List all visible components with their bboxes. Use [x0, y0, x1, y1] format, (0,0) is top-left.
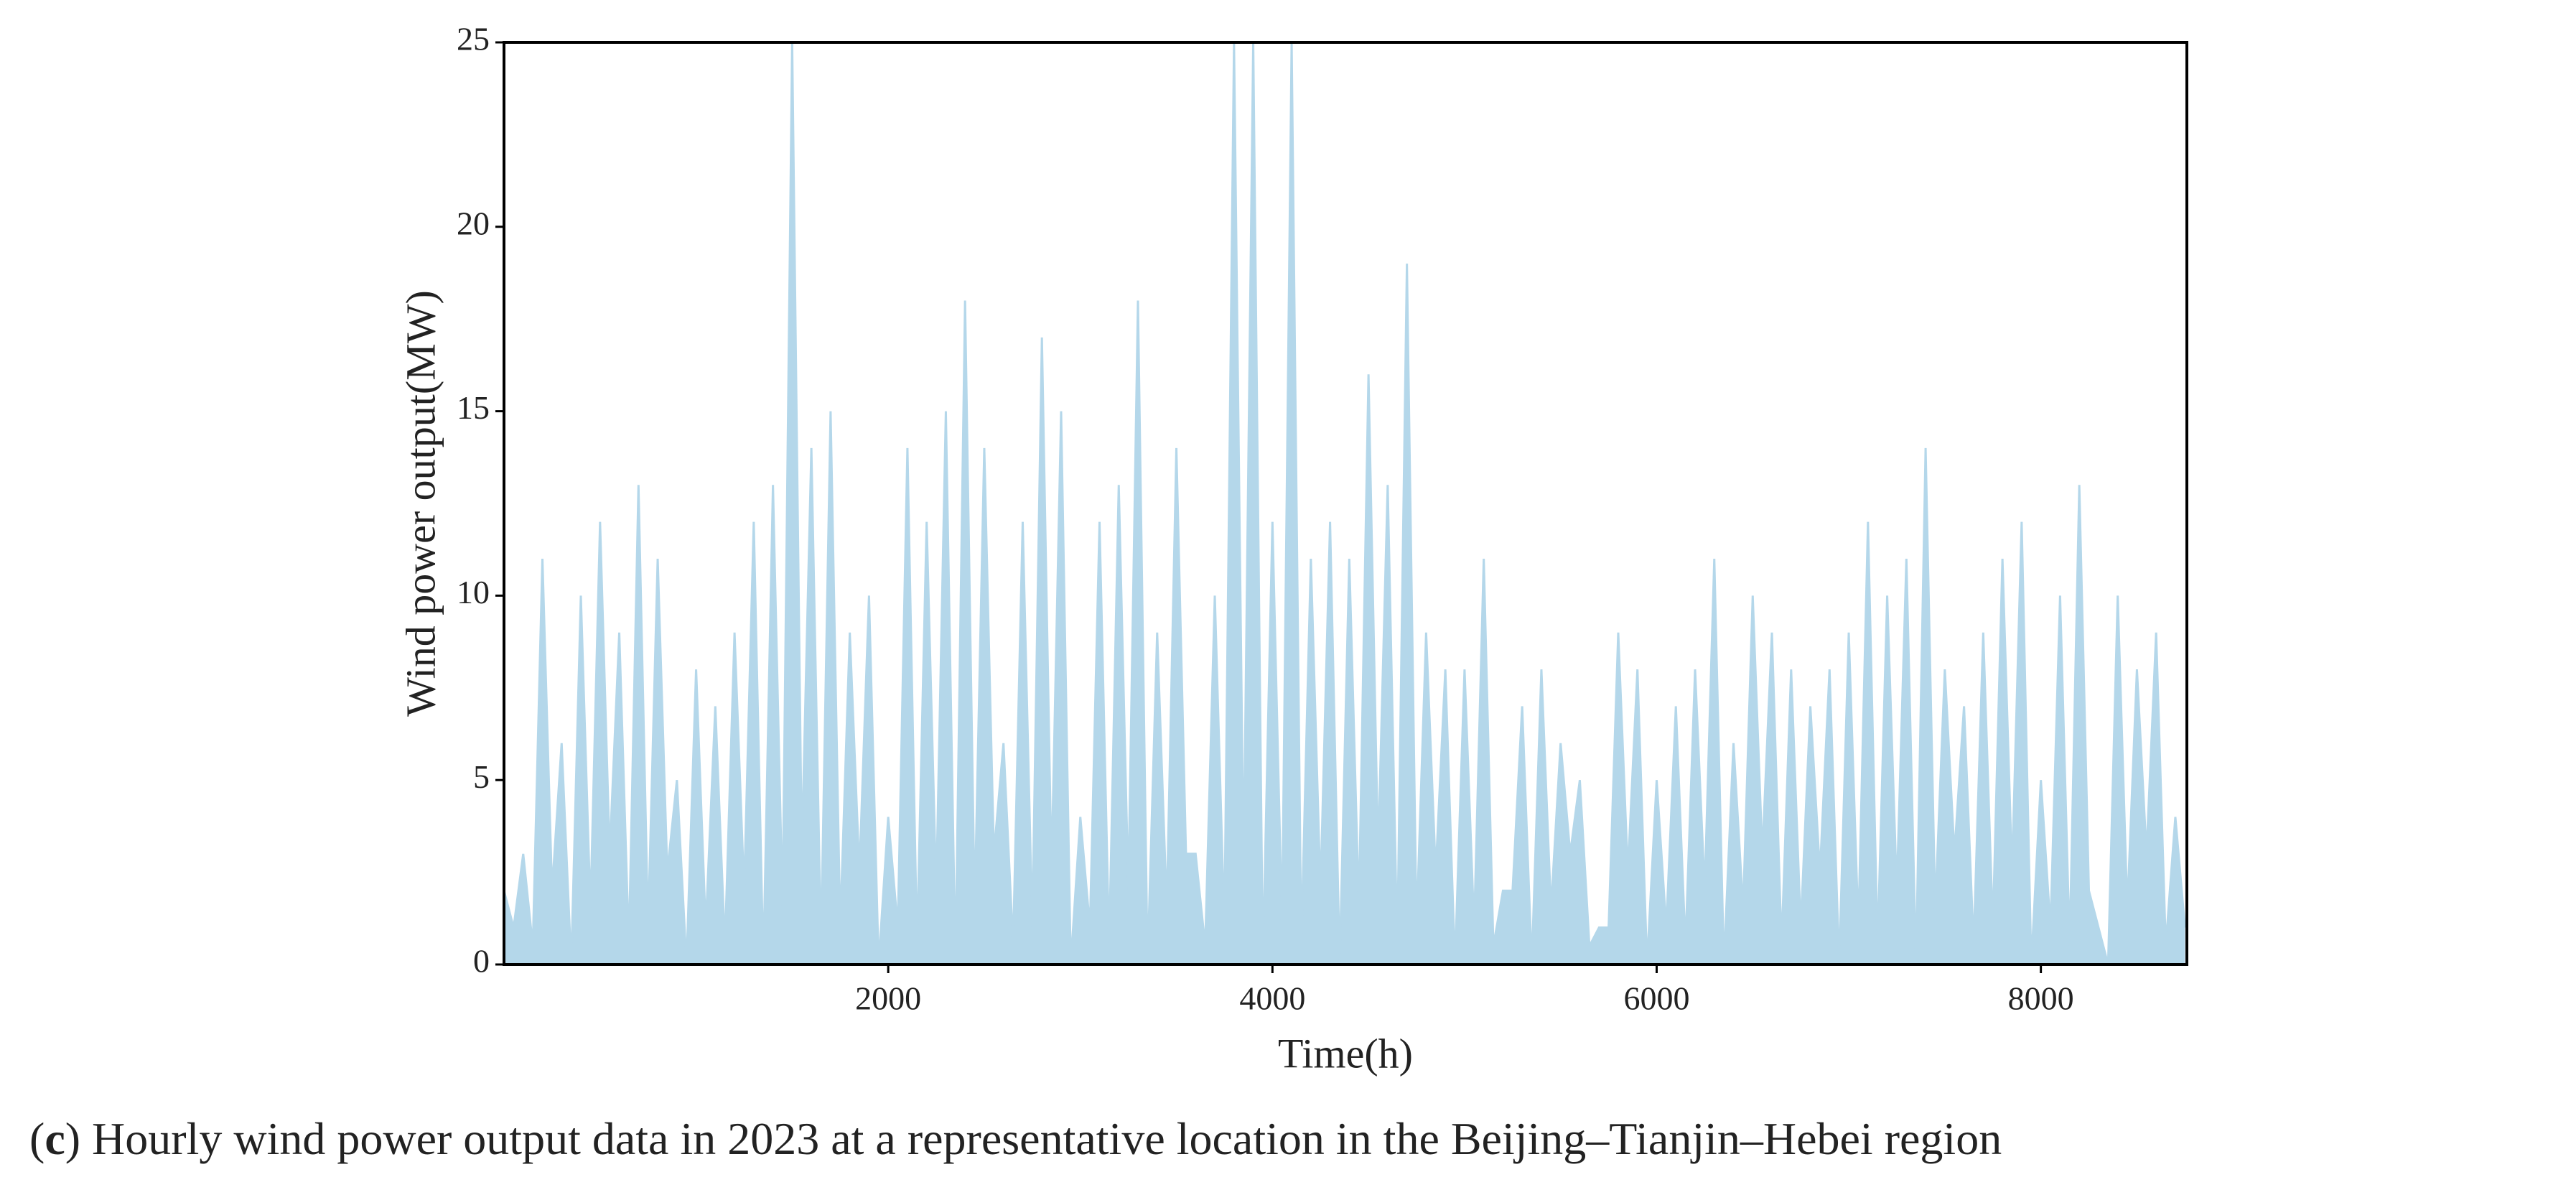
x-tick-label: 4000: [1239, 980, 1305, 1017]
x-tick-label: 6000: [1623, 980, 1689, 1017]
plot-area: [504, 42, 2186, 964]
x-tick-label: 8000: [2008, 980, 2074, 1017]
y-tick-label: 25: [457, 21, 490, 57]
x-tick-label: 2000: [855, 980, 921, 1017]
y-axis-label: Wind power output(MW): [397, 290, 444, 717]
caption-part: c: [45, 1113, 65, 1164]
line: [504, 42, 2186, 964]
y-tick-label: 15: [457, 389, 490, 426]
area-fill: [504, 42, 2185, 964]
y-tick-label: 5: [473, 758, 490, 795]
plot-frame: [503, 41, 2188, 966]
caption: (c) Hourly wind power output data in 202…: [29, 1113, 2002, 1164]
caption-part: ) Hourly wind power output data in 2023 …: [65, 1113, 2002, 1164]
caption-part: (: [29, 1113, 45, 1164]
x-axis-label: Time(h): [1278, 1030, 1413, 1077]
y-tick-label: 20: [457, 205, 490, 241]
y-tick-label: 10: [457, 574, 490, 610]
y-tick-label: 0: [473, 943, 490, 980]
